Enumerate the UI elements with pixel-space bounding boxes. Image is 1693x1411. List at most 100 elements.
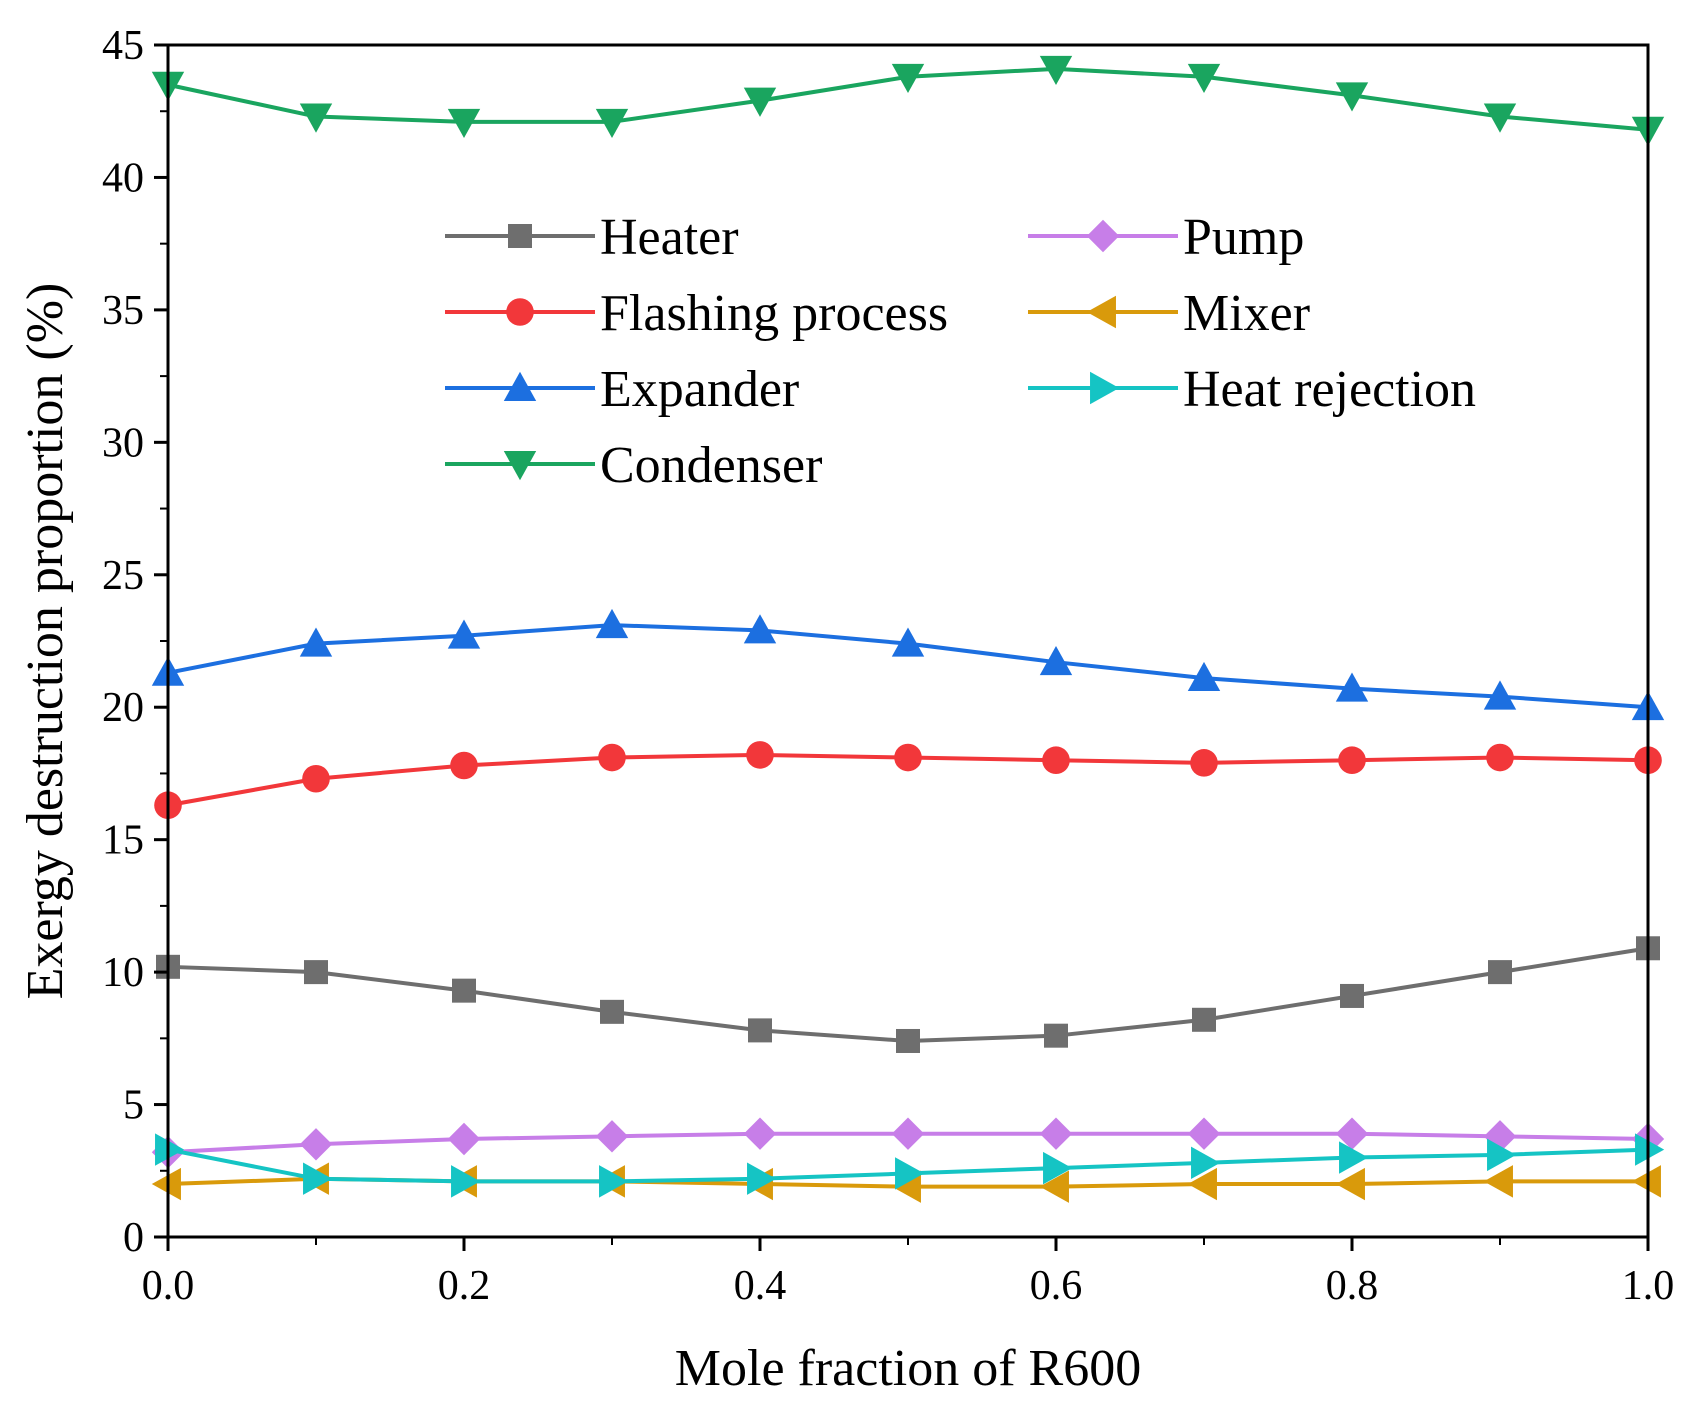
data-point — [595, 1120, 629, 1153]
data-point — [1483, 1165, 1513, 1198]
y-tick-label: 15 — [102, 818, 144, 864]
data-point — [447, 108, 481, 139]
legend-marker — [503, 371, 537, 401]
data-point — [1335, 1167, 1365, 1201]
data-point — [1191, 1146, 1221, 1180]
legend-label: Condenser — [600, 437, 822, 494]
data-point — [1187, 1167, 1217, 1201]
legend-marker — [508, 224, 532, 248]
y-tick-label: 40 — [102, 155, 144, 201]
data-point — [447, 619, 481, 649]
data-point — [1187, 1117, 1221, 1150]
data-point — [600, 999, 624, 1024]
legend-label: Pump — [1183, 209, 1304, 266]
legend-marker — [1086, 219, 1120, 253]
legend-item: Condenser — [445, 437, 822, 494]
data-point — [598, 743, 626, 772]
data-point — [747, 1162, 777, 1195]
data-point — [743, 1117, 777, 1150]
y-tick-label: 45 — [102, 23, 144, 69]
legend-label: Expander — [600, 361, 799, 418]
data-point — [1483, 1120, 1517, 1153]
data-point — [891, 1117, 925, 1150]
legend-marker — [1090, 371, 1120, 405]
data-point — [1192, 1007, 1216, 1032]
data-point — [450, 751, 478, 780]
y-tick-label: 35 — [102, 288, 144, 334]
data-point — [743, 614, 777, 644]
data-point — [1043, 1151, 1073, 1185]
data-point — [155, 1133, 185, 1166]
series-expander — [151, 608, 1665, 721]
x-tick-label: 1.0 — [1622, 1263, 1675, 1309]
data-point — [595, 608, 629, 639]
legend-item: Heat rejection — [1028, 361, 1476, 418]
series-heater — [156, 936, 1660, 1053]
data-point — [1339, 1141, 1369, 1174]
data-point — [1187, 661, 1221, 692]
data-point — [894, 743, 922, 772]
data-point — [1335, 1117, 1369, 1150]
data-point — [743, 87, 777, 117]
x-tick-label: 0.4 — [734, 1263, 787, 1309]
data-point — [1488, 960, 1512, 985]
legend-label: Flashing process — [600, 285, 948, 342]
data-point — [1039, 1117, 1073, 1150]
legend-marker — [506, 298, 534, 326]
legend: Heater Flashing process Expander Condenser P… — [445, 209, 1476, 494]
x-tick-label: 0.2 — [438, 1263, 491, 1309]
series-flashing-process — [154, 741, 1662, 820]
series-layer — [151, 55, 1665, 1203]
axes-layer: 0 5 10 15 20 25 30 35 40 45 0.0 0.2 0.4 0.6 0.8 1.0 — [102, 23, 1674, 1309]
data-point — [299, 627, 333, 657]
data-point — [595, 108, 629, 139]
data-point — [451, 1165, 481, 1198]
y-tick-label: 20 — [102, 685, 144, 731]
y-tick-label: 30 — [102, 420, 144, 466]
legend-marker — [503, 451, 537, 481]
legend-item: Mixer — [1028, 285, 1310, 342]
data-point — [299, 1128, 333, 1161]
legend-item: Pump — [1028, 209, 1304, 266]
data-point — [1335, 672, 1369, 702]
x-tick-label: 0.8 — [1326, 1263, 1379, 1309]
x-tick-label: 0.6 — [1030, 1263, 1083, 1309]
data-point — [1190, 749, 1218, 777]
y-tick-label: 25 — [102, 553, 144, 599]
data-point — [1335, 82, 1369, 112]
data-point — [1338, 746, 1366, 774]
data-point — [151, 1167, 181, 1201]
legend-item: Heater — [445, 209, 739, 266]
data-point — [1039, 645, 1073, 676]
data-point — [1340, 983, 1364, 1008]
data-point — [299, 103, 333, 133]
data-point — [1044, 1023, 1068, 1048]
data-point — [1039, 55, 1073, 86]
legend-item: Expander — [445, 361, 799, 418]
y-tick-label: 5 — [123, 1083, 144, 1129]
x-tick-label: 0.0 — [142, 1263, 195, 1309]
data-point — [748, 1018, 772, 1043]
series-line — [167, 946, 1649, 1043]
data-point — [1483, 680, 1517, 710]
series-condenser — [151, 55, 1665, 146]
data-point — [1042, 746, 1070, 774]
legend-label: Heater — [600, 209, 739, 266]
y-tick-label: 10 — [102, 950, 144, 996]
x-axis-title: Mole fraction of R600 — [675, 1340, 1141, 1397]
data-point — [891, 627, 925, 657]
data-point — [1187, 63, 1221, 93]
legend-label: Heat rejection — [1183, 361, 1476, 418]
data-point — [452, 978, 476, 1003]
y-axis-title: Exergy destruction proportion (%) — [17, 283, 74, 1000]
data-point — [895, 1157, 925, 1190]
data-point — [1487, 1138, 1517, 1172]
legend-label: Mixer — [1183, 285, 1310, 342]
data-point — [896, 1028, 920, 1053]
data-point — [746, 741, 774, 769]
data-point — [891, 63, 925, 93]
data-point — [447, 1122, 481, 1156]
data-point — [302, 764, 330, 793]
data-point — [1635, 1133, 1665, 1166]
